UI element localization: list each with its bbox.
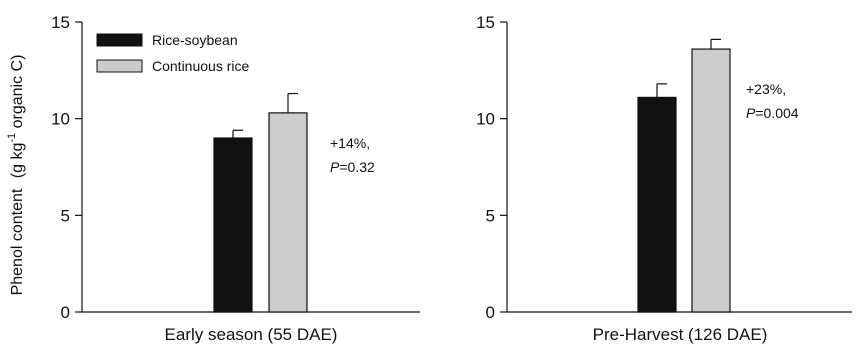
y-tick-label: 15 bbox=[476, 13, 495, 32]
annotation-p-value: P=0.32 bbox=[330, 159, 375, 175]
legend-swatch-rice-soybean bbox=[96, 33, 143, 47]
y-axis-unit-prefix: (g kg bbox=[9, 143, 26, 179]
annotation-p-number: =0.004 bbox=[755, 105, 798, 121]
annotation-p-label: P bbox=[746, 105, 756, 121]
y-tick-label: 5 bbox=[61, 206, 70, 225]
y-tick-label: 10 bbox=[476, 110, 495, 129]
y-axis-title: Phenol content (g kg-1 organic C) bbox=[6, 55, 26, 296]
legend-label-continuous-rice: Continuous rice bbox=[152, 58, 249, 74]
legend-swatch-continuous-rice bbox=[96, 59, 143, 73]
y-axis-unit-suffix: organic C) bbox=[9, 55, 26, 133]
x-category-label: Pre-Harvest (126 DAE) bbox=[593, 325, 768, 344]
annotation-p-number: =0.32 bbox=[339, 159, 375, 175]
panel-pre-harvest: 0 5 10 15 Pre-Harvest (126 DAE) +23%, P=0.0… bbox=[476, 13, 852, 344]
annotation-p-label: P bbox=[330, 159, 340, 175]
y-tick-label: 5 bbox=[486, 206, 495, 225]
panel-early-season: 0 5 10 15 Early season (55 DAE) Rice-soybea… bbox=[51, 13, 420, 344]
y-tick-label: 0 bbox=[61, 303, 70, 322]
bar-continuous-rice bbox=[268, 112, 308, 313]
bar-rice-soybean bbox=[637, 96, 677, 313]
y-axis-label: Phenol content bbox=[9, 188, 26, 295]
legend-label-rice-soybean: Rice-soybean bbox=[152, 32, 238, 48]
annotation-percent: +23%, bbox=[746, 81, 786, 97]
annotation-percent: +14%, bbox=[330, 135, 370, 151]
y-tick-label: 0 bbox=[486, 303, 495, 322]
bar-rice-soybean bbox=[213, 137, 253, 313]
bar-continuous-rice bbox=[691, 48, 731, 313]
x-category-label: Early season (55 DAE) bbox=[165, 325, 338, 344]
y-axis-unit-superscript: -1 bbox=[6, 133, 18, 143]
annotation-p-value: P=0.004 bbox=[746, 105, 799, 121]
y-tick-label: 15 bbox=[51, 13, 70, 32]
y-tick-label: 10 bbox=[51, 110, 70, 129]
